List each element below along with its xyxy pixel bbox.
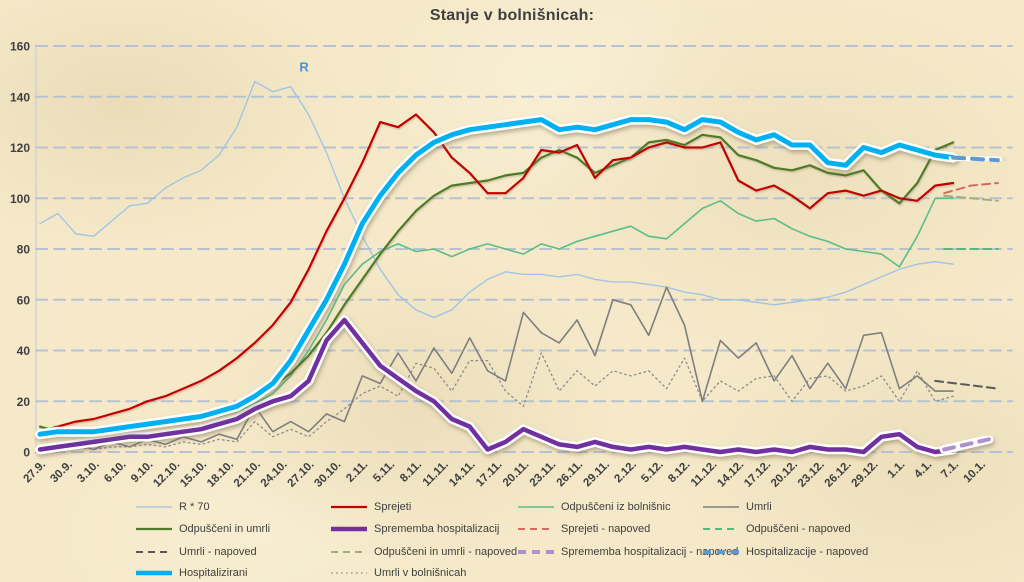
x-axis-tick-label: 30.9. [48, 459, 75, 486]
x-axis-tick-label: 15.10. [178, 459, 209, 490]
x-axis-tick-label: 7.1. [939, 459, 961, 481]
x-axis-tick-label: 30.10. [312, 459, 343, 490]
x-axis-tick-label: 17.12. [742, 459, 773, 490]
y-axis-tick-label: 120 [10, 141, 30, 155]
x-axis-tick-label: 29.12. [850, 459, 881, 490]
gridlines [34, 44, 1014, 454]
x-axis-tick-label: 5.12. [639, 459, 666, 486]
series-umrli-v-bolnisnicah-line [39, 352, 954, 451]
x-axis-tick-label: 17.11. [474, 459, 505, 490]
x-axis-tick-label: 20.11. [501, 459, 532, 490]
y-axis-tick-label: 20 [17, 395, 31, 409]
x-axis-tick-label: 29.11. [581, 459, 612, 490]
series-r70-line [39, 80, 954, 319]
y-axis-tick-label: 100 [10, 192, 30, 206]
y-axis-tick-label: 140 [10, 90, 30, 104]
y-axis-tick-label: 40 [17, 344, 31, 358]
series-odpusceni-iz-bolnisnic-line [39, 197, 954, 436]
x-axis-tick-label: 5.11. [371, 459, 397, 485]
series-sprejeti-line [38, 113, 955, 433]
series-hospitalizirani-line [37, 117, 956, 437]
y-axis-tick-label: 160 [10, 40, 30, 54]
x-axis-tick-label: 20.12. [769, 459, 800, 490]
x-axis-tick-label: 26.11. [555, 459, 586, 490]
x-axis-tick-label: 23.11. [528, 459, 559, 490]
x-axis-tick-label: 27.10. [286, 459, 317, 490]
x-axis-tick-label: 6.10. [102, 459, 129, 486]
x-axis-tick-label: 11.11. [421, 459, 451, 489]
x-axis-tick-label: 4.1. [912, 459, 934, 481]
data-series [35, 80, 1003, 457]
series-odpusceni-in-umrli-napoved-line [943, 194, 999, 202]
x-axis-tick-label: 3.10. [75, 459, 102, 486]
x-axis-tick-label: 27.9. [22, 459, 49, 486]
series-hospitalizacije-napoved-line [951, 155, 1000, 163]
x-axis-tick-label: 12.10. [151, 459, 182, 490]
x-axis-tick-label: 14.11. [447, 459, 478, 490]
x-axis-tick-label: 2.12. [612, 459, 639, 486]
series-sprejeti-napoved-line [943, 182, 999, 195]
y-axis-tick-label: 0 [23, 446, 30, 460]
y-axis-tick-label: 80 [17, 243, 31, 257]
y-axis-tick-label: 60 [17, 293, 31, 307]
series-umrli-napoved-line [934, 379, 999, 390]
x-axis-tick-label: 11.12. [689, 459, 720, 490]
x-axis-tick-label: 2.11. [344, 459, 370, 485]
x-axis-tick-label: 24.10. [259, 459, 290, 490]
x-axis-tick-label: 21.10. [232, 459, 263, 490]
chart-annotation: R [299, 59, 309, 74]
series-sprememba-hospitalizacij-napoved-line [942, 437, 991, 452]
x-axis-tick-label: 26.12. [823, 459, 854, 490]
x-axis-tick-label: 23.12. [796, 459, 827, 490]
x-axis-tick-label: 14.12. [715, 459, 746, 490]
r-series-annotation: R [299, 59, 309, 74]
x-axis-tick-label: 1.1. [885, 459, 907, 481]
series-umrli-line [39, 286, 954, 451]
x-axis-tick-label: 18.10. [205, 459, 236, 490]
series-odpusceni-in-umrli-line [38, 133, 955, 433]
x-axis-tick-label: 10.1. [962, 459, 989, 486]
chart-title: Stanje v bolnišnicah: [429, 7, 595, 24]
series-sprememba-hospitalizacij-line [37, 317, 956, 455]
